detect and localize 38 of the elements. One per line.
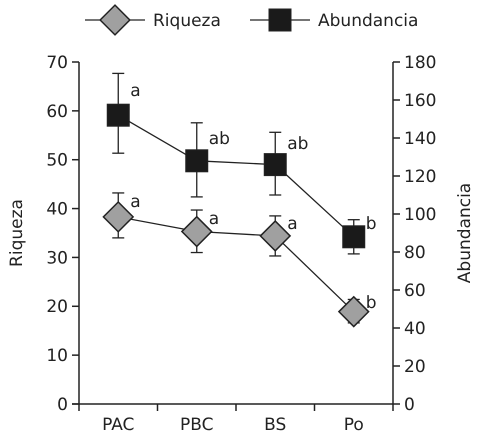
y-tick-label: 70	[46, 52, 68, 73]
y-tick-label: 20	[46, 297, 68, 318]
y2-tick-label: 60	[404, 280, 426, 301]
y-tick-label: 0	[57, 394, 68, 415]
point	[185, 149, 208, 172]
annotation: a	[208, 208, 220, 229]
annotation: a	[287, 214, 298, 234]
y2-tick-label: 180	[404, 52, 436, 73]
y2-tick-label: 140	[404, 128, 436, 149]
y-tick-label: 10	[46, 346, 68, 366]
y2-tick-label: 100	[404, 204, 436, 225]
annotation: a	[130, 192, 141, 212]
y2-tick-label: 0	[404, 394, 415, 415]
annotation: ab	[208, 129, 230, 150]
point	[264, 153, 287, 176]
y-tick-label: 60	[46, 102, 68, 122]
y2-tick-label: 80	[404, 242, 426, 263]
x-tick-label: BS	[264, 415, 286, 435]
y2-tick-label: 40	[404, 318, 426, 339]
legend-label: Riqueza	[153, 10, 221, 31]
x-tick-label: PAC	[102, 415, 134, 435]
y-tick-label: 50	[46, 150, 68, 171]
annotation: ab	[287, 134, 308, 154]
x-tick-label: PBC	[180, 415, 214, 435]
y2-tick-label: 160	[404, 90, 436, 111]
x-tick-label: Po	[344, 415, 364, 435]
y2-tick-label: 20	[404, 356, 426, 377]
y-tick-label: 30	[46, 248, 68, 268]
annotation: b	[366, 292, 377, 313]
point	[106, 104, 130, 127]
annotation: a	[130, 80, 141, 101]
y-tick-label: 40	[46, 200, 68, 220]
annotation: b	[366, 214, 377, 234]
point	[342, 225, 366, 248]
y2-axis-title: Abundancia	[455, 182, 475, 284]
y2-tick-label: 120	[404, 166, 436, 187]
y-axis-title: Riqueza	[7, 199, 27, 267]
legend-label: Abundancia	[318, 10, 418, 31]
